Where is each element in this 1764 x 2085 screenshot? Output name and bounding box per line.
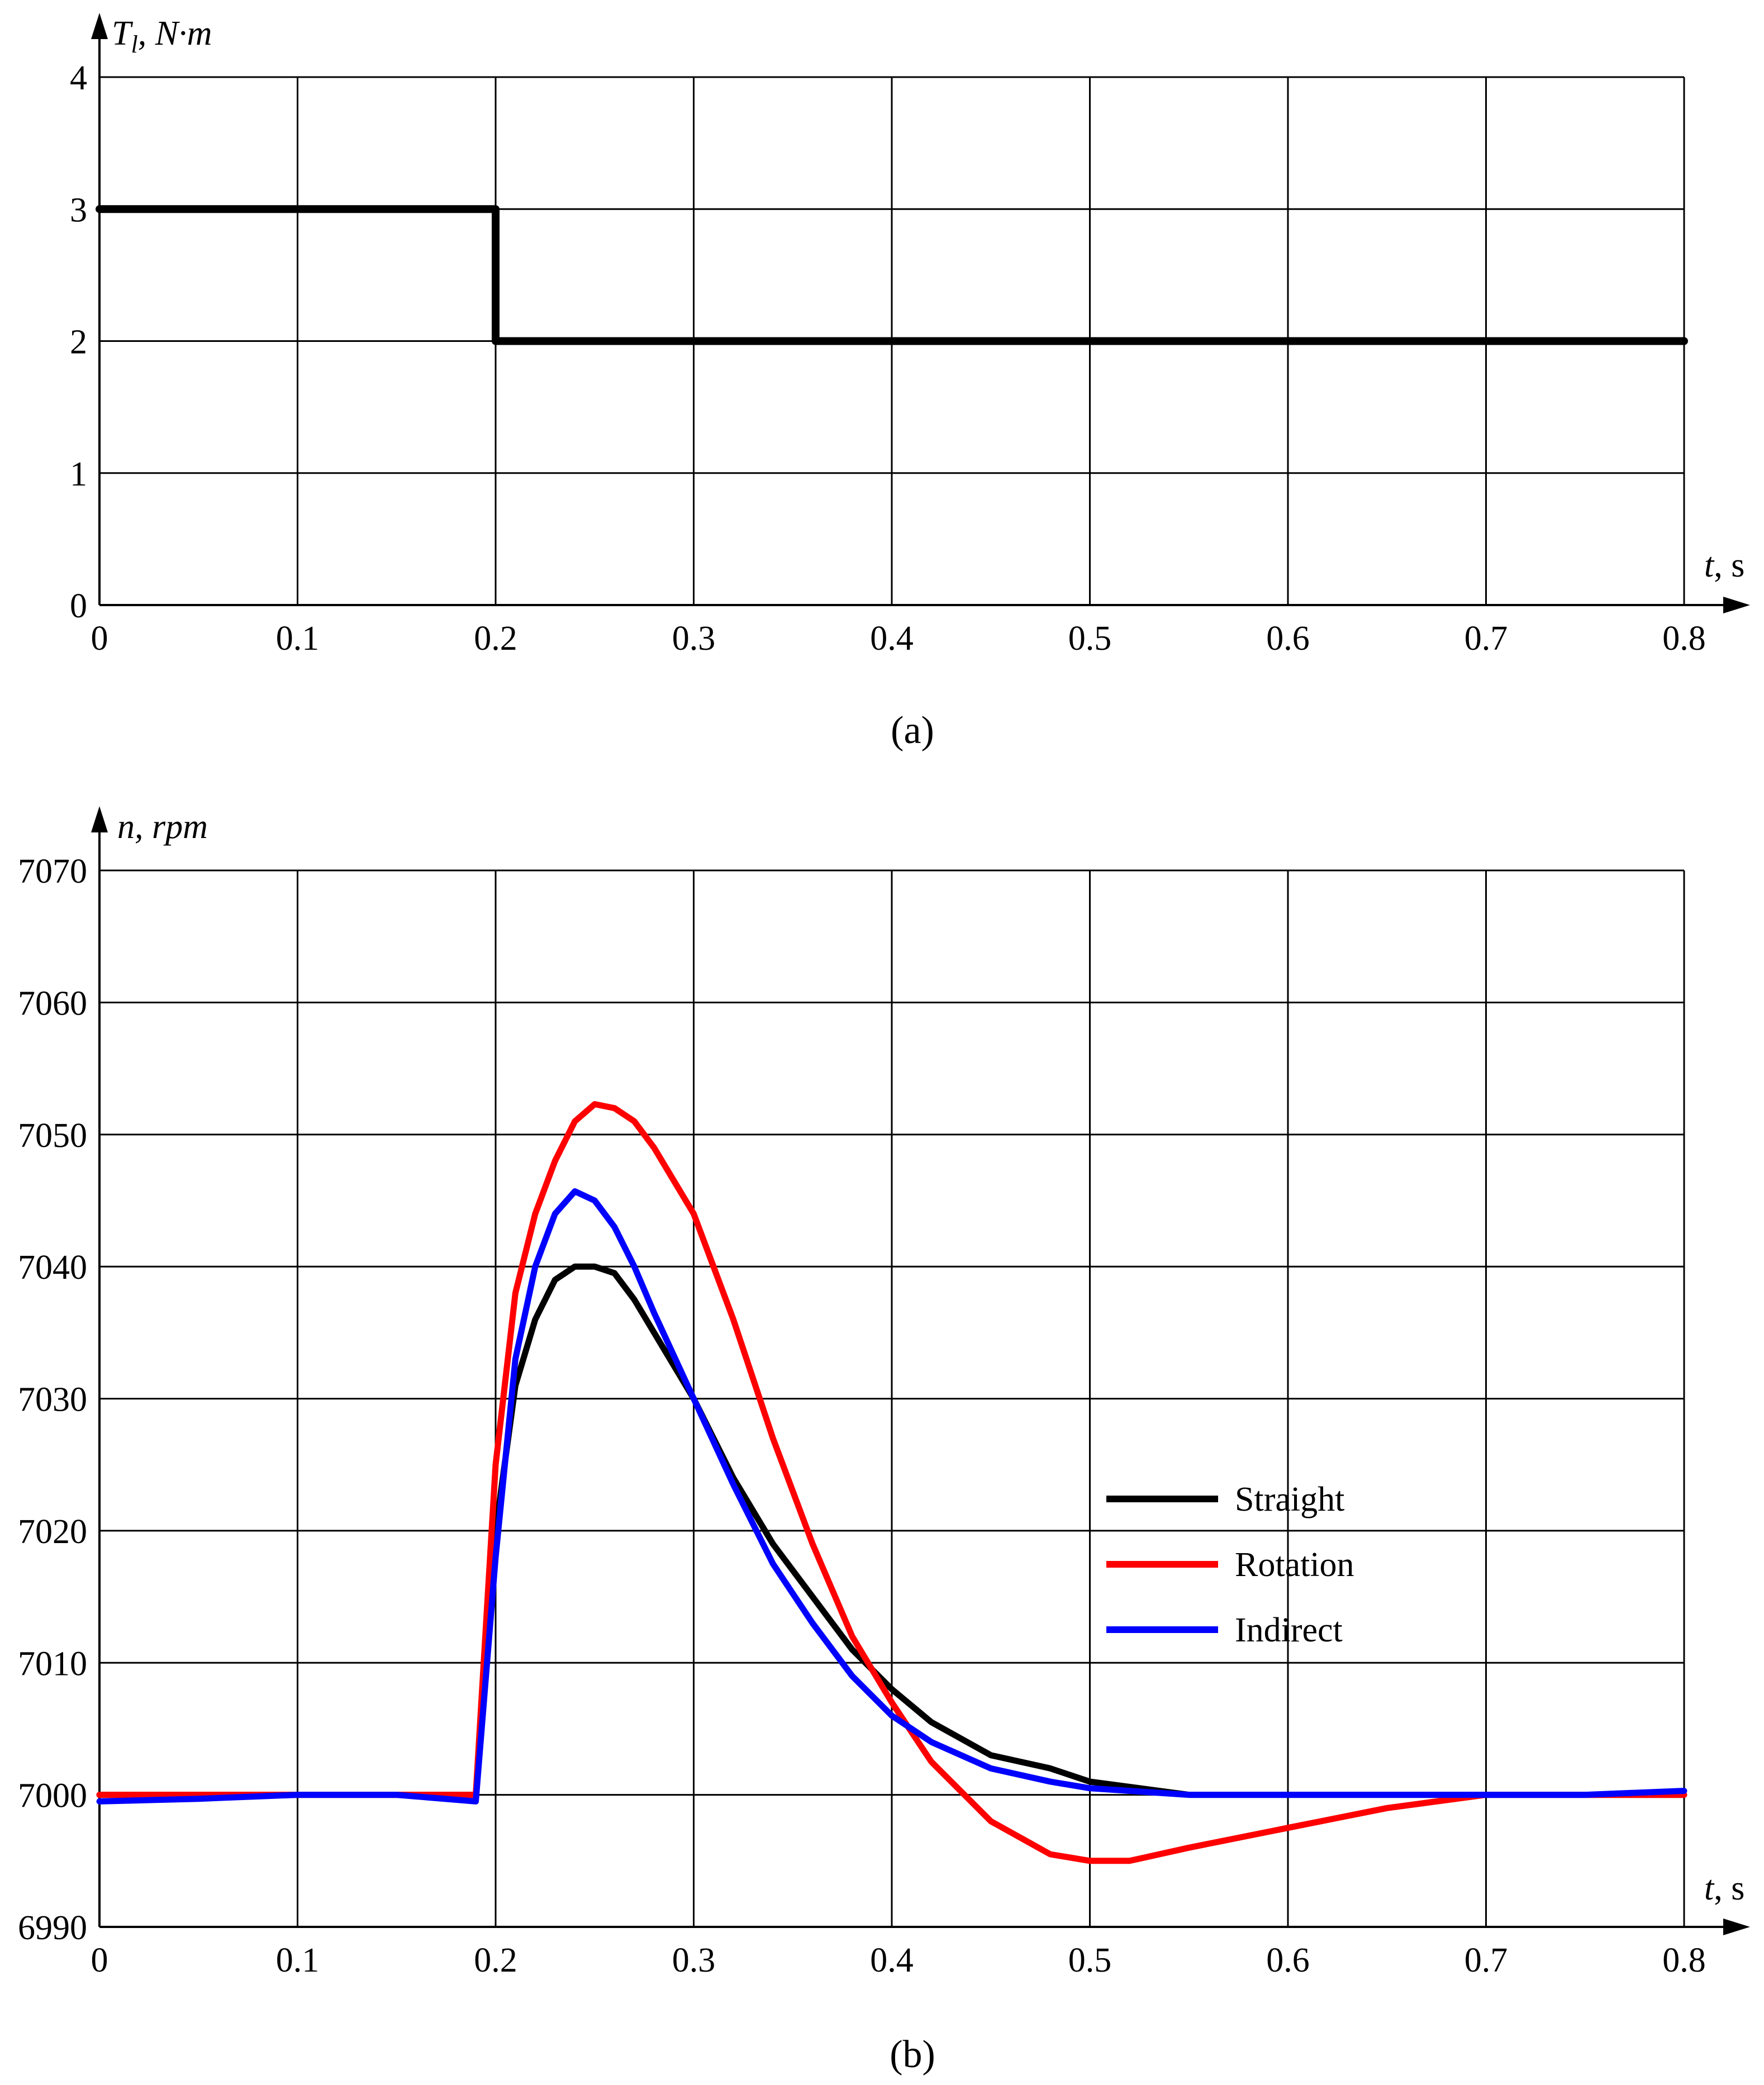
panel-a-x-axis-label: t, s	[1704, 546, 1744, 584]
panel-a-x-tick-label: 0.3	[672, 620, 716, 658]
panel-b-y-tick-label: 7000	[18, 1777, 87, 1815]
panel-b-y-tick-label: 7030	[18, 1381, 87, 1419]
panel-b-x-axis-arrow	[1723, 1919, 1750, 1935]
panel-b-x-tick-label: 0.1	[276, 1941, 320, 1979]
panel-a-y-tick-label: 0	[70, 587, 87, 625]
panel-a-y-tick-label: 2	[70, 323, 87, 361]
panel-a-series-load-torque	[96, 205, 1688, 345]
panel-b-x-tick-label: 0	[91, 1941, 108, 1979]
panel-b-y-axis-arrow	[91, 806, 108, 832]
panel-a-x-tick-label: 0.7	[1465, 620, 1508, 658]
panel-b-x-tick-label: 0.5	[1068, 1941, 1112, 1979]
legend-label-indirect: Indirect	[1235, 1611, 1343, 1649]
legend-label-rotation: Rotation	[1235, 1546, 1354, 1584]
panel-b-y-axis-label: n, rpm	[117, 808, 208, 846]
panel-b-series-rotation	[96, 1101, 1687, 1864]
panel-b-caption: (b)	[890, 2033, 935, 2076]
panel-a-x-tick-label: 0.5	[1068, 620, 1112, 658]
panel-a-y-tick-label: 4	[70, 59, 87, 97]
panel-a-y-tick-label: 3	[70, 191, 87, 229]
panel-b-x-tick-labels: 0 0.1 0.2 0.3 0.4 0.5 0.6 0.7 0.8	[91, 1941, 1706, 1979]
panel-b-y-tick-labels: 6990 7000 7010 7020 7030 7040 7050 7060 7070	[18, 853, 87, 1947]
panel-b-y-tick-label: 7050	[18, 1117, 87, 1155]
panel-b-y-tick-label: 7060	[18, 984, 87, 1022]
panel-b-axes	[91, 806, 1750, 1935]
panel-a-series	[96, 205, 1688, 345]
panel-a-x-tick-label: 0.1	[276, 620, 320, 658]
panel-a-y-axis-label: Tl, N·m	[112, 15, 212, 58]
panel-b-y-tick-label: 7070	[18, 853, 87, 891]
legend-label-straight: Straight	[1235, 1481, 1344, 1518]
panel-a-y-tick-labels: 0 1 2 3 4	[70, 59, 87, 625]
panel-a-x-tick-label: 0	[91, 620, 108, 658]
panel-b-series	[96, 1101, 1687, 1864]
panel-a-y-axis-arrow	[91, 13, 108, 39]
panel-b-speed: 0 0.1 0.2 0.3 0.4 0.5 0.6 0.7 0.8 6990 7000 7010 70…	[18, 806, 1750, 2076]
panel-a-x-tick-label: 0.4	[870, 620, 914, 658]
panel-a-x-tick-label: 0.8	[1662, 620, 1706, 658]
panel-b-x-tick-label: 0.3	[672, 1941, 716, 1979]
panel-b-x-tick-label: 0.4	[870, 1941, 914, 1979]
panel-b-legend: Straight Rotation Indirect	[1106, 1481, 1354, 1649]
panel-a-x-tick-label: 0.6	[1266, 620, 1310, 658]
panel-b-y-tick-label: 7040	[18, 1249, 87, 1287]
panel-b-x-tick-label: 0.7	[1465, 1941, 1508, 1979]
panel-b-y-tick-label: 6990	[18, 1909, 87, 1947]
panel-a-x-tick-label: 0.2	[474, 620, 517, 658]
panel-b-x-tick-label: 0.8	[1662, 1941, 1706, 1979]
panel-a-x-tick-labels: 0 0.1 0.2 0.3 0.4 0.5 0.6 0.7 0.8	[91, 620, 1706, 658]
panel-b-series-indirect	[96, 1188, 1687, 1805]
panel-b-x-tick-label: 0.6	[1266, 1941, 1310, 1979]
panel-a-x-axis-arrow	[1723, 597, 1750, 613]
panel-b-x-tick-label: 0.2	[474, 1941, 517, 1979]
panel-b-x-axis-label: t, s	[1704, 1869, 1744, 1907]
panel-a-caption: (a)	[891, 709, 934, 752]
panel-a-axes	[91, 13, 1750, 613]
panel-b-y-tick-label: 7020	[18, 1513, 87, 1551]
panel-a-y-tick-label: 1	[70, 455, 87, 493]
panel-b-y-tick-label: 7010	[18, 1645, 87, 1683]
